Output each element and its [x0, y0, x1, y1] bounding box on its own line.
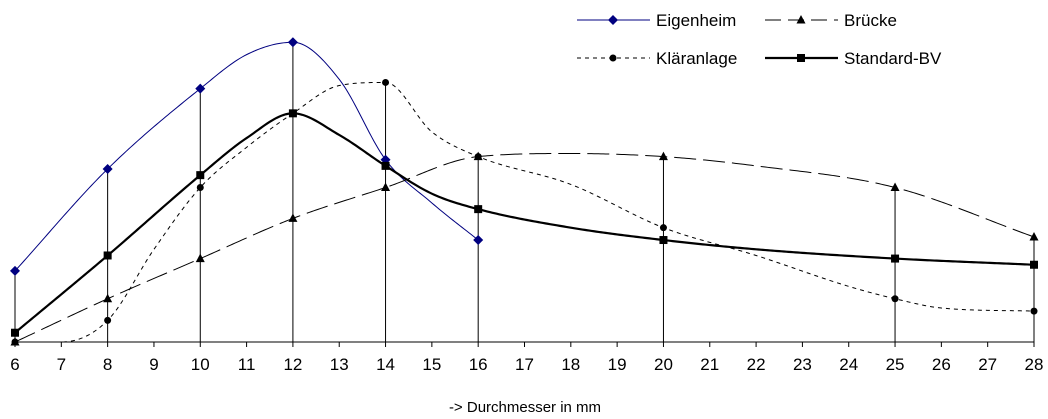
x-tick-label: 7 — [57, 355, 66, 374]
marker-klaranlage — [474, 153, 482, 161]
series-line-eigenheim — [14, 41, 479, 272]
x-axis: 6 7 8 9 10 11 12 13 14 15 16 17 18 19 20 21 22 23 24 25 26 27… — [10, 341, 1044, 374]
marker-klaranlage — [659, 224, 667, 232]
x-tick-label: 6 — [10, 355, 19, 374]
x-tick-label: 12 — [283, 355, 302, 374]
x-tick-label: 9 — [149, 355, 158, 374]
series-line-standard-bv — [14, 112, 1035, 334]
marker-eigenheim — [102, 163, 113, 174]
marker-brucke — [658, 151, 668, 161]
marker-klaranlage — [1030, 307, 1038, 315]
drop-lines — [14, 42, 1035, 342]
x-tick-label: 20 — [654, 355, 673, 374]
marker-eigenheim — [287, 37, 298, 48]
marker-standard-bv — [1030, 260, 1038, 269]
x-tick-label: 25 — [886, 355, 905, 374]
series-line-brucke — [14, 153, 1035, 343]
marker-standard-bv — [103, 251, 112, 260]
x-tick-label: 21 — [700, 355, 719, 374]
marker-standard-bv — [381, 161, 390, 170]
legend-marker-standard-bv — [797, 54, 805, 62]
x-tick-label: 19 — [608, 355, 627, 374]
legend-label-standard-bv: Standard-BV — [844, 49, 942, 68]
marker-standard-bv — [196, 171, 205, 180]
marker-klaranlage — [104, 316, 112, 324]
legend-label-eigenheim: Eigenheim — [656, 11, 736, 30]
marker-brucke — [103, 293, 113, 303]
series-lines — [14, 41, 1035, 343]
x-tick-label: 17 — [515, 355, 534, 374]
marker-standard-bv — [659, 236, 668, 245]
marker-klaranlage — [196, 184, 204, 191]
x-tick-label: 8 — [103, 355, 112, 374]
x-tick-label: 16 — [469, 355, 488, 374]
x-tick-label: 26 — [932, 355, 951, 374]
x-tick-label: 13 — [330, 355, 349, 374]
marker-standard-bv — [474, 205, 483, 214]
marker-standard-bv — [11, 328, 19, 337]
x-tick-label: 24 — [839, 355, 858, 374]
marker-standard-bv — [891, 254, 900, 263]
legend-label-brucke: Brücke — [844, 11, 897, 30]
x-axis-title: -> Durchmesser in mm — [449, 399, 601, 416]
marker-klaranlage — [382, 78, 390, 86]
marker-standard-bv — [288, 109, 297, 118]
marker-eigenheim — [10, 265, 20, 276]
x-tick-label: 11 — [238, 355, 256, 374]
marker-klaranlage — [891, 295, 899, 303]
legend-marker-klaranlage — [609, 54, 617, 62]
series-line-klaranlage — [15, 81, 1035, 343]
x-tick-label: 18 — [561, 355, 580, 374]
marker-brucke — [890, 182, 900, 191]
x-tick-label: 27 — [978, 355, 997, 374]
marker-eigenheim — [195, 83, 206, 94]
marker-brucke — [1029, 231, 1039, 241]
legend-marker-brucke — [796, 15, 806, 24]
x-tick-label: 15 — [422, 355, 441, 374]
legend: Eigenheim Brücke Kläranlage Standard-BV — [577, 11, 942, 68]
x-tick-label: 23 — [793, 355, 812, 374]
legend-marker-eigenheim — [608, 15, 618, 25]
x-tick-label: 14 — [376, 355, 395, 374]
series-markers — [10, 37, 1039, 346]
marker-brucke — [195, 253, 205, 263]
marker-eigenheim — [473, 235, 484, 246]
legend-label-klaranlage: Kläranlage — [656, 49, 737, 68]
x-tick-label: 22 — [747, 355, 766, 374]
x-tick-label: 28 — [1025, 355, 1044, 374]
marker-brucke — [381, 182, 391, 191]
marker-brucke — [288, 213, 298, 222]
x-tick-label: 10 — [191, 355, 210, 374]
